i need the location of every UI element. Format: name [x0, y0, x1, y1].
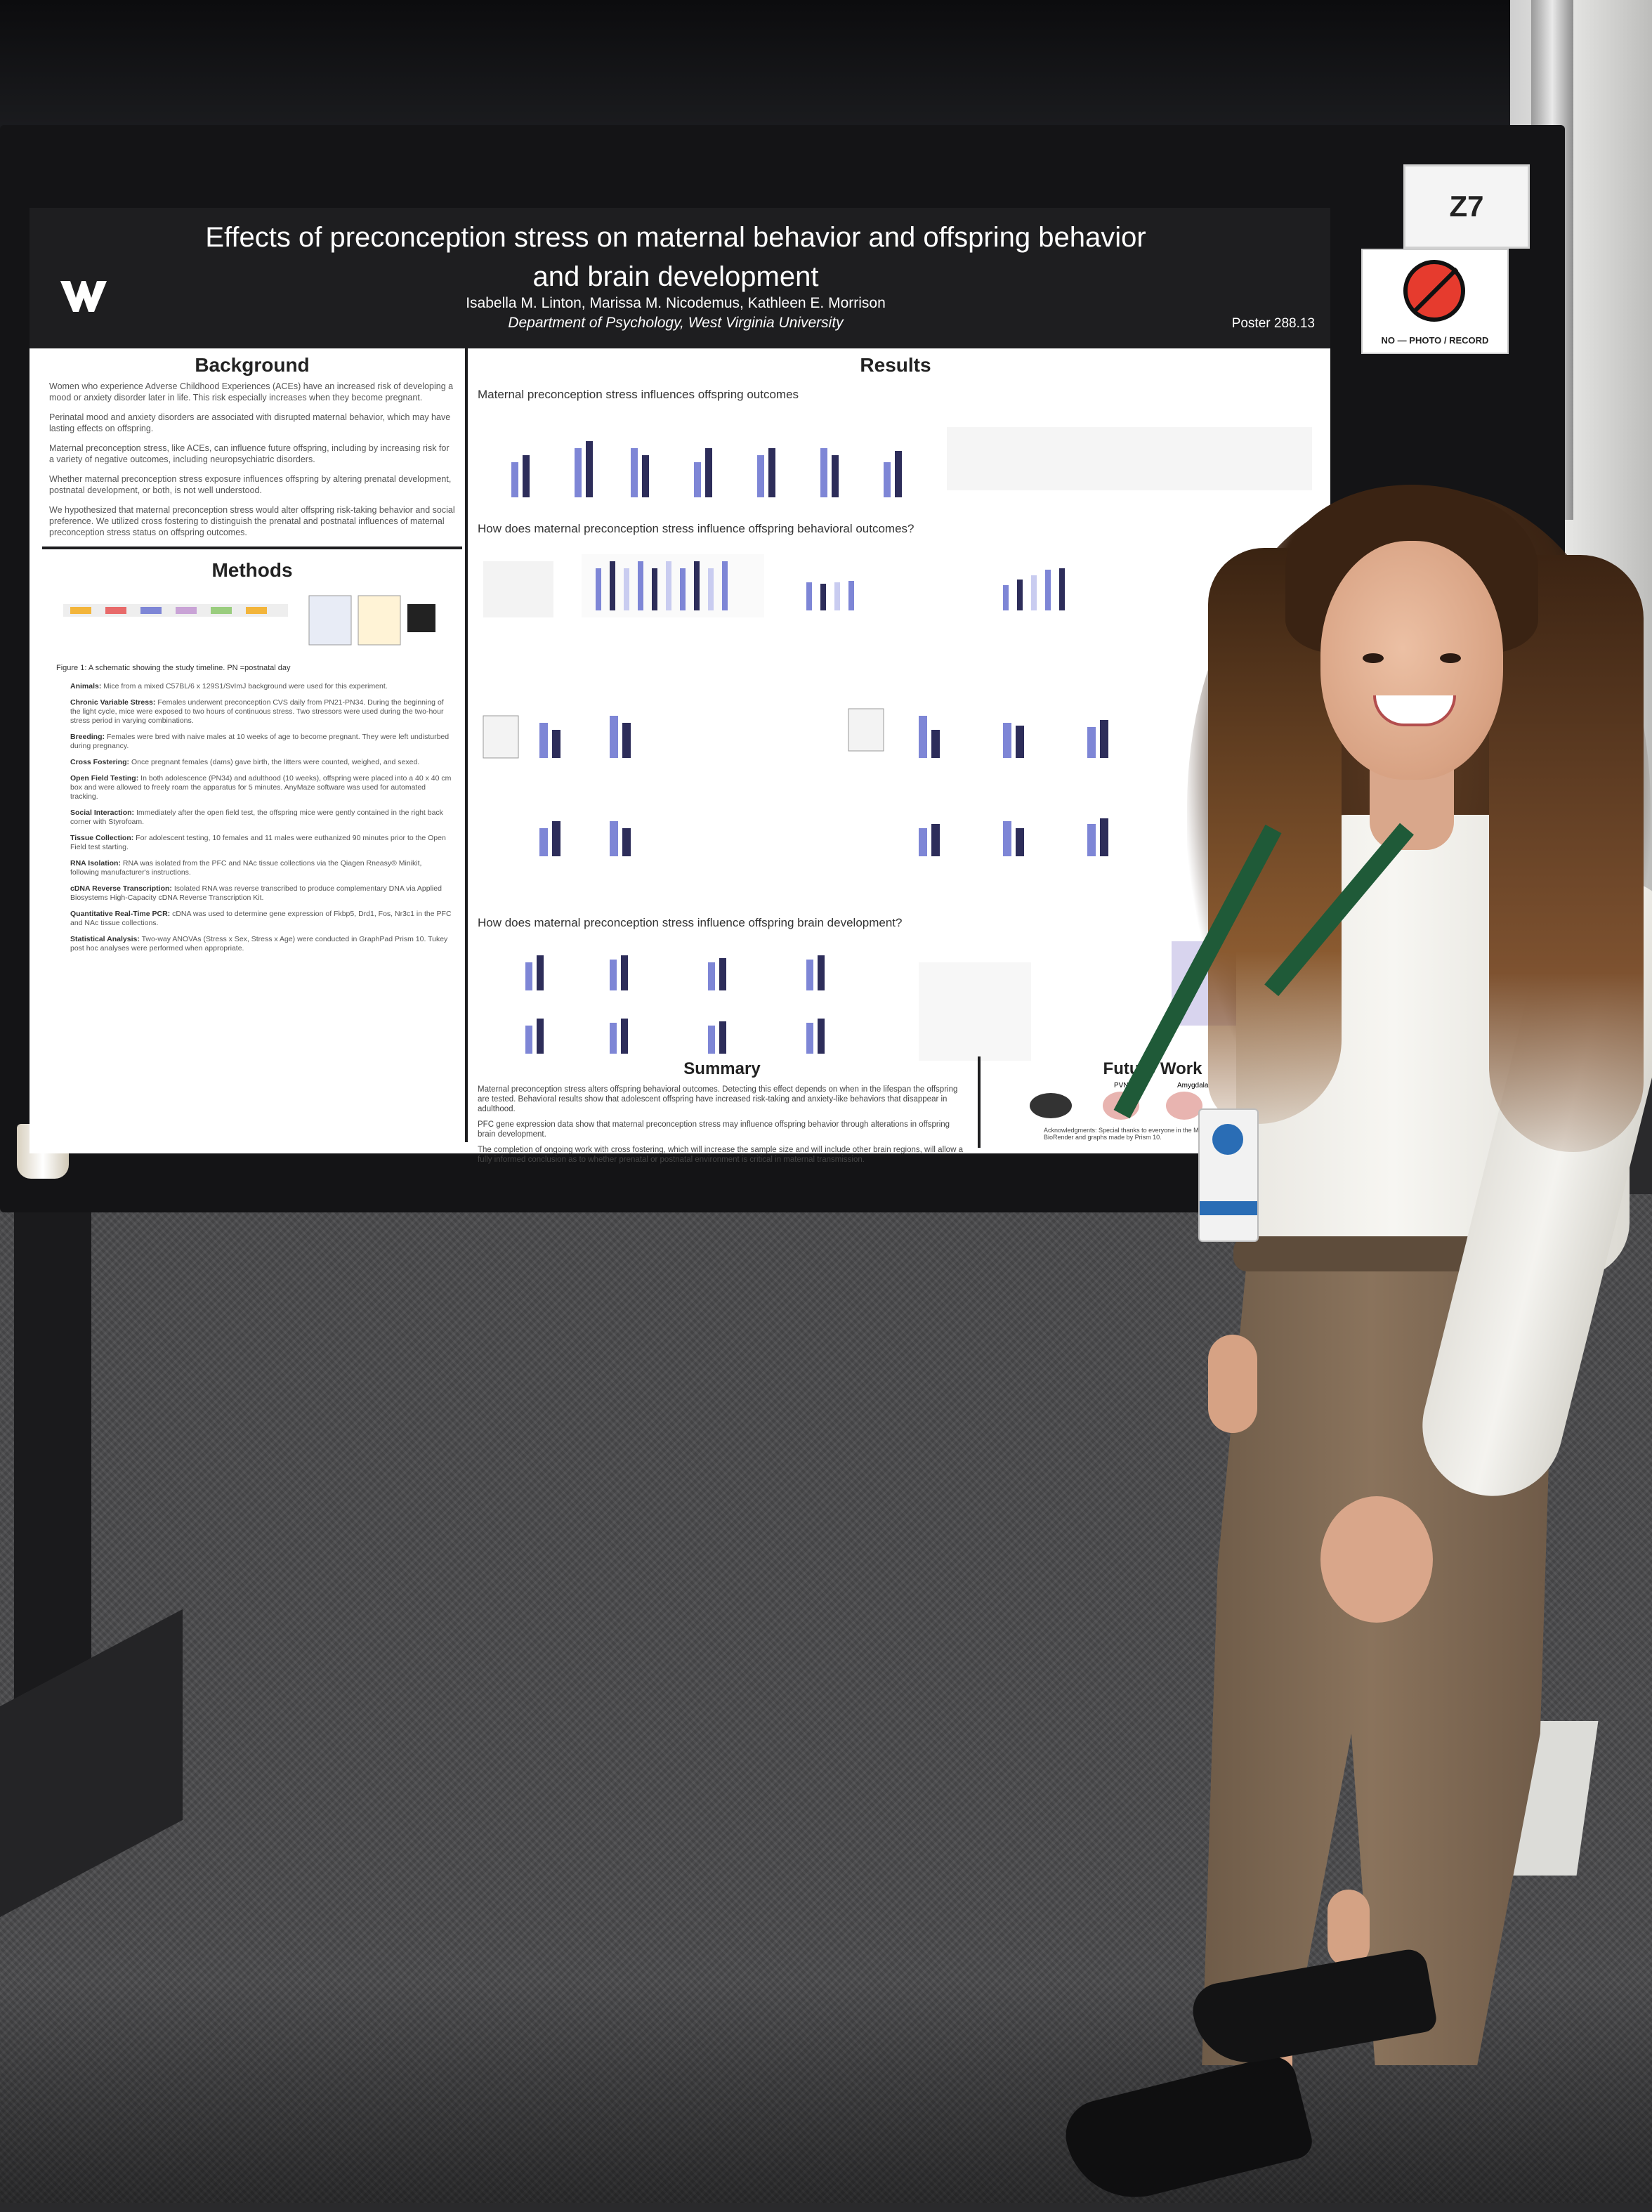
summary-paragraph: The completion of ongoing work with cros… — [478, 1146, 963, 1164]
presenter-eye — [1363, 653, 1384, 663]
results-column: Results Maternal preconception stress in… — [469, 348, 1322, 1142]
methods-item: Tissue Collection: For adolescent testin… — [42, 834, 462, 852]
left-column: Background Women who experience Adverse … — [42, 348, 462, 1142]
results-heading: Results — [860, 354, 931, 376]
methods-item-label: Chronic Variable Stress: — [70, 698, 156, 707]
methods-item-label: cDNA Reverse Transcription: — [70, 884, 172, 893]
figure-2-charts — [511, 427, 1312, 497]
column-divider — [465, 348, 468, 1142]
acknowledgments: Acknowledgments: Special thanks to every… — [1044, 1127, 1291, 1141]
methods-item-label: Breeding: — [70, 733, 105, 741]
presenter-face — [1320, 541, 1503, 780]
ceiling — [0, 0, 1652, 133]
methods-item-label: RNA Isolation: — [70, 859, 121, 868]
methods-item-text: Mice from a mixed C57BL/6 x 129S1/SvImJ … — [103, 682, 388, 691]
future-work-label: PVN — [1114, 1082, 1129, 1089]
presenter-eye — [1440, 653, 1461, 663]
methods-item-label: Cross Fostering: — [70, 758, 130, 766]
no-camera-icon — [1403, 260, 1465, 322]
summary-section: Summary Maternal preconception stress al… — [469, 1056, 975, 1164]
presenter-hair-right — [1489, 555, 1644, 1152]
poster-header: Effects of preconception stress on mater… — [29, 208, 1330, 348]
badge-logo-icon — [1212, 1124, 1243, 1155]
university-logo-icon — [60, 281, 107, 312]
summary-paragraph: PFC gene expression data show that mater… — [478, 1120, 950, 1139]
methods-item: Cross Fostering: Once pregnant females (… — [42, 758, 462, 767]
poster-number: Poster 288.13 — [1231, 316, 1315, 331]
methods-item-text: Two-way ANOVAs (Stress x Sex, Stress x A… — [70, 935, 448, 953]
badge-band — [1200, 1201, 1257, 1215]
methods-item-text: Isolated RNA was reverse transcribed to … — [70, 884, 442, 902]
figure-1-caption: Figure 1: A schematic showing the study … — [56, 664, 291, 672]
methods-item: Statistical Analysis: Two-way ANOVAs (St… — [42, 935, 462, 953]
methods-item: Social Interaction: Immediately after th… — [42, 809, 462, 827]
background-paragraph: Maternal preconception stress, like ACEs… — [49, 443, 450, 464]
results-subhead-outcomes: Maternal preconception stress influences… — [478, 388, 799, 401]
presenter-ankle — [1328, 1890, 1370, 1967]
presenter-hand-left — [1208, 1335, 1257, 1433]
methods-item-text: Females underwent preconception CVS dail… — [70, 698, 444, 725]
methods-heading: Methods — [211, 559, 293, 581]
methods-item-label: Statistical Analysis: — [70, 935, 140, 943]
summary-paragraph: Maternal preconception stress alters off… — [478, 1085, 958, 1113]
methods-item-text: Females were bred with naive males at 10… — [70, 733, 450, 750]
background-heading: Background — [195, 354, 310, 376]
methods-item-text: Immediately after the open field test, t… — [70, 809, 443, 826]
figure-3-4-5-charts — [483, 554, 1108, 856]
background-paragraph: Women who experience Adverse Childhood E… — [49, 381, 454, 403]
no-photo-sign: NO — PHOTO / RECORD — [1361, 249, 1509, 354]
methods-item-label: Social Interaction: — [70, 809, 135, 817]
methods-item-text: In both adolescence (PN34) and adulthood… — [70, 774, 452, 801]
methods-item: cDNA Reverse Transcription: Isolated RNA… — [42, 884, 462, 903]
methods-item: Animals: Mice from a mixed C57BL/6 x 129… — [42, 682, 462, 691]
poster-title: Effects of preconception stress on mater… — [205, 222, 1146, 292]
methods-item-text: cDNA was used to determine gene expressi… — [70, 910, 452, 927]
background-paragraph: Whether maternal preconception stress ex… — [49, 474, 452, 495]
methods-item-text: For adolescent testing, 10 females and 1… — [70, 834, 446, 851]
research-poster: Effects of preconception stress on mater… — [29, 208, 1330, 1164]
future-work-label: Amygdala — [1177, 1082, 1209, 1089]
background-text: Women who experience Adverse Childhood E… — [42, 381, 462, 538]
presenter-hand — [1320, 1496, 1433, 1623]
summary-heading: Summary — [683, 1059, 761, 1078]
methods-item-label: Animals: — [70, 682, 102, 691]
methods-item: Quantitative Real-Time PCR: cDNA was use… — [42, 910, 462, 928]
background-paragraph: We hypothesized that maternal preconcept… — [49, 505, 455, 537]
study-timeline-schematic — [63, 595, 435, 646]
methods-item-label: Tissue Collection: — [70, 834, 134, 842]
results-subhead-brain: How does maternal preconception stress i… — [478, 916, 903, 929]
booth-number-sign: Z7 — [1403, 164, 1530, 249]
no-photo-label: NO — PHOTO / RECORD — [1381, 335, 1489, 346]
methods-item-label: Quantitative Real-Time PCR: — [70, 910, 171, 918]
poster-affiliation: Department of Psychology, West Virginia … — [508, 315, 844, 331]
section-divider — [42, 547, 462, 549]
poster-authors: Isabella M. Linton, Marissa M. Nicodemus… — [466, 295, 886, 311]
methods-item: Chronic Variable Stress: Females underwe… — [42, 698, 462, 726]
methods-item: Open Field Testing: In both adolescence … — [42, 774, 462, 801]
methods-item-text: RNA was isolated from the PFC and NAc ti… — [70, 859, 422, 877]
background-paragraph: Perinatal mood and anxiety disorders are… — [49, 412, 451, 433]
methods-item: Breeding: Females were bred with naive m… — [42, 733, 462, 751]
methods-item-text: Once pregnant females (dams) gave birth,… — [131, 758, 420, 766]
methods-item: RNA Isolation: RNA was isolated from the… — [42, 859, 462, 877]
results-subhead-behavior: How does maternal preconception stress i… — [478, 522, 914, 535]
methods-item-label: Open Field Testing: — [70, 774, 139, 783]
name-badge — [1198, 1108, 1259, 1242]
methods-text: Animals: Mice from a mixed C57BL/6 x 129… — [42, 682, 462, 953]
